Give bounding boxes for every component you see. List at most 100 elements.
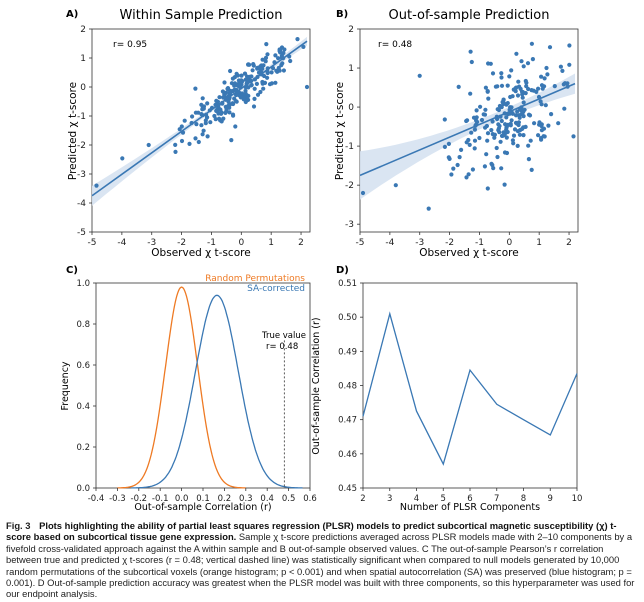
data-point (194, 122, 199, 127)
data-point (475, 119, 480, 125)
data-point (498, 139, 503, 144)
data-point (469, 59, 474, 65)
data-point (230, 76, 235, 81)
panel-b-x-ticks: -5 -4 -3 -2 -1 0 1 2 (356, 232, 572, 248)
data-point (467, 142, 472, 147)
data-point (526, 86, 531, 92)
data-point (230, 101, 235, 106)
data-point (536, 86, 541, 91)
data-point (221, 116, 226, 121)
legend-sa-corrected: SA-corrected (247, 284, 305, 294)
data-point (426, 206, 431, 211)
data-point (239, 73, 244, 78)
data-point (94, 183, 99, 188)
data-point (520, 95, 525, 100)
data-point (263, 59, 268, 64)
data-point (525, 61, 531, 66)
y-tick-label: -1 (345, 142, 354, 152)
data-point (562, 106, 567, 111)
data-point (250, 68, 255, 73)
panel-a-fit-line (91, 40, 308, 197)
data-point (507, 74, 512, 79)
data-point (478, 104, 483, 109)
data-point (474, 115, 479, 120)
data-point (546, 123, 551, 128)
data-point (530, 57, 536, 62)
x-tick-label: 7 (494, 494, 499, 504)
x-tick-label: 1 (536, 238, 542, 248)
data-point (212, 113, 217, 119)
data-point (529, 88, 534, 93)
panel-a-label: A) (66, 9, 78, 20)
data-point (442, 144, 447, 149)
x-tick-label: -0.4 (88, 494, 105, 504)
data-point (459, 147, 464, 152)
data-point (505, 83, 510, 88)
data-point (249, 83, 254, 88)
y-tick-label: 0.51 (338, 279, 357, 289)
data-point (208, 120, 213, 125)
data-point (265, 75, 270, 80)
data-point (468, 49, 473, 54)
data-point (442, 117, 447, 122)
true-value-label: True value (261, 331, 306, 341)
panel-b-r-annotation: r= 0.48 (378, 40, 412, 50)
figure-canvas: A) Within Sample Prediction -5 -4 -3 -2 -1 0 1… (60, 8, 583, 513)
data-point (499, 71, 504, 76)
panel-a-ylabel: Predicted χ t-score (67, 82, 79, 180)
y-tick-label: 0.0 (76, 484, 90, 494)
x-tick-label: -4 (117, 238, 126, 248)
data-point (200, 96, 205, 101)
data-point (301, 44, 306, 50)
x-tick-label: 10 (572, 494, 583, 504)
data-point (264, 42, 269, 47)
data-point (234, 71, 239, 76)
data-point (276, 65, 281, 70)
data-point (485, 138, 490, 143)
data-point (233, 124, 238, 129)
data-point (486, 96, 491, 101)
data-point (282, 47, 287, 52)
data-point (532, 121, 537, 126)
data-point (556, 121, 561, 126)
data-point (205, 134, 210, 139)
data-point (528, 138, 533, 143)
data-point (499, 166, 504, 171)
data-point (230, 112, 236, 117)
data-point (472, 127, 477, 132)
data-point (223, 90, 229, 95)
data-point (490, 132, 495, 137)
data-point (492, 135, 497, 140)
x-tick-label: 0.6 (303, 494, 317, 504)
x-tick-label: 6 (467, 494, 472, 504)
panel-d-y-ticks: 0.45 0.46 0.47 0.48 0.49 0.50 0.51 (338, 279, 363, 494)
panel-b-frame (359, 28, 579, 233)
data-point (539, 136, 544, 141)
data-point (472, 138, 478, 143)
data-point (252, 96, 257, 101)
data-point (451, 166, 456, 171)
data-point (470, 167, 475, 172)
data-point (260, 66, 265, 71)
data-point (234, 99, 239, 104)
data-point (252, 86, 257, 91)
data-point (483, 85, 488, 90)
data-point (499, 118, 504, 124)
x-tick-label: 2 (360, 494, 365, 504)
data-point (246, 62, 251, 67)
y-tick-label: 0.47 (338, 416, 357, 426)
y-tick-label: 0.45 (338, 484, 357, 494)
data-point (485, 89, 490, 94)
panel-c-y-ticks: 0.0 0.2 0.4 0.6 0.8 1.0 (76, 279, 96, 494)
data-point (260, 81, 265, 86)
data-point (521, 100, 526, 105)
data-point (542, 76, 547, 81)
panel-b-fit-line (359, 82, 576, 177)
data-point (245, 78, 250, 83)
data-point (218, 118, 223, 123)
data-point (538, 99, 543, 104)
data-point (222, 80, 227, 85)
data-point (502, 182, 507, 187)
data-point (510, 94, 515, 99)
data-point (517, 132, 523, 137)
